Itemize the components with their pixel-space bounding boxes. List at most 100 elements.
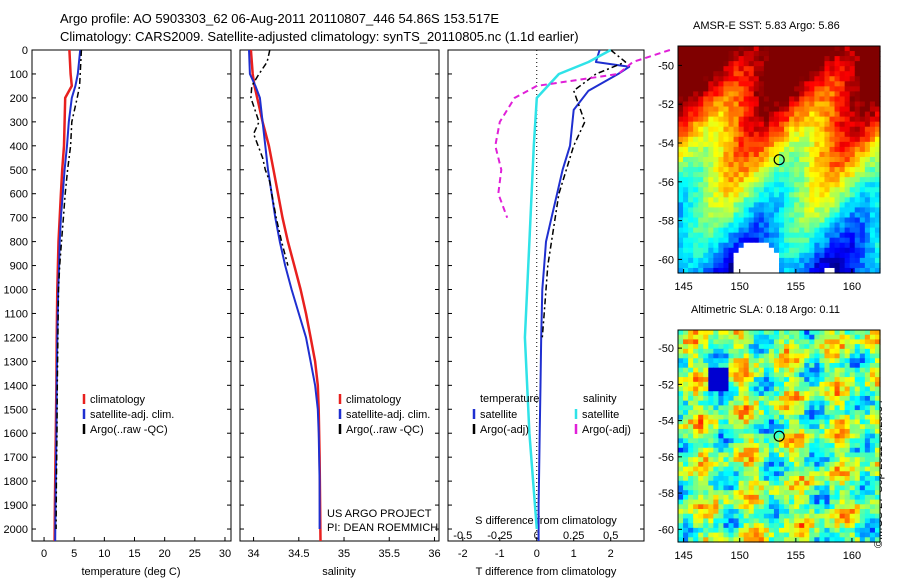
map-cell xyxy=(819,330,826,336)
map-cell xyxy=(698,457,704,463)
map-cell xyxy=(794,182,800,188)
map-cell xyxy=(758,86,765,92)
map-cell xyxy=(758,252,765,259)
map-cell xyxy=(743,466,750,472)
map-cell xyxy=(748,116,755,123)
lon-tick-label: 155 xyxy=(787,550,805,562)
map-cell xyxy=(763,146,770,153)
map-cell xyxy=(723,428,730,435)
map-cell xyxy=(743,353,750,359)
map-cell xyxy=(733,353,740,359)
map-cell xyxy=(698,353,704,359)
map-cell xyxy=(849,262,856,269)
map-cell xyxy=(748,339,755,345)
map-cell xyxy=(733,106,740,113)
map-cell xyxy=(804,187,810,193)
map-cell xyxy=(854,242,861,249)
map-cell xyxy=(703,334,709,341)
map-cell xyxy=(738,513,745,520)
map-cell xyxy=(834,414,841,421)
map-cell xyxy=(683,457,689,463)
map-cell xyxy=(703,485,709,491)
map-cell xyxy=(683,523,689,529)
map-cell xyxy=(678,257,684,264)
map-cell xyxy=(743,121,750,128)
map-cell xyxy=(794,523,800,529)
map-cell xyxy=(683,232,689,239)
map-cell xyxy=(693,386,699,392)
x-tick-label: 0 xyxy=(534,548,540,560)
map-cell xyxy=(773,344,780,350)
map-cell xyxy=(804,372,810,378)
map-cell xyxy=(779,126,785,133)
map-cell xyxy=(874,267,881,274)
map-cell xyxy=(784,192,790,198)
map-cell xyxy=(849,106,856,113)
map-cell xyxy=(753,81,760,87)
map-cell xyxy=(708,367,714,373)
map-cell xyxy=(859,162,866,168)
map-cell xyxy=(779,339,785,345)
map-cell xyxy=(869,362,876,369)
map-cell xyxy=(849,121,856,128)
map-cell xyxy=(773,146,780,153)
map-cell xyxy=(864,227,871,234)
map-cell xyxy=(864,362,871,369)
map-cell xyxy=(723,461,730,468)
map-cell xyxy=(854,447,861,454)
map-cell xyxy=(703,96,709,103)
map-cell xyxy=(758,518,765,524)
map-cell xyxy=(814,197,820,203)
map-cell xyxy=(703,222,709,229)
map-cell xyxy=(708,177,714,183)
map-cell xyxy=(854,217,861,224)
map-cell xyxy=(844,348,851,355)
map-cell xyxy=(859,237,866,244)
map-cell xyxy=(693,428,699,435)
map-cell xyxy=(854,177,861,183)
map-cell xyxy=(683,410,689,416)
map-cell xyxy=(758,51,765,57)
map-cell xyxy=(678,227,684,234)
map-cell xyxy=(799,151,805,158)
map-cell xyxy=(693,381,699,388)
map-cell xyxy=(758,344,765,350)
map-cell xyxy=(728,182,735,188)
map-cell xyxy=(799,167,805,173)
map-cell xyxy=(784,362,790,369)
map-cell xyxy=(683,76,689,82)
map-cell xyxy=(738,410,745,416)
map-cell xyxy=(758,96,765,103)
map-cell xyxy=(844,51,851,57)
map-cell xyxy=(854,532,861,538)
map-cell xyxy=(789,362,795,369)
map-cell xyxy=(794,192,800,198)
map-cell xyxy=(814,386,820,392)
map-cell xyxy=(768,419,775,425)
map-cell xyxy=(748,156,755,163)
map-cell xyxy=(728,247,735,254)
map-cell xyxy=(859,438,866,444)
map-cell xyxy=(874,86,881,92)
map-cell xyxy=(819,262,826,269)
map-cell xyxy=(713,499,719,505)
map-cell xyxy=(814,121,820,128)
map-cell xyxy=(758,362,765,369)
map-cell xyxy=(738,428,745,435)
map-cell xyxy=(768,252,775,259)
map-cell xyxy=(799,46,805,52)
map-cell xyxy=(794,433,800,439)
map-cell xyxy=(834,480,841,487)
map-cell xyxy=(763,414,770,421)
map-cell xyxy=(869,202,876,209)
map-cell xyxy=(703,56,709,62)
map-cell xyxy=(748,400,755,406)
map-cell xyxy=(753,172,760,178)
map-cell xyxy=(773,51,780,57)
map-cell xyxy=(849,424,856,430)
map-cell xyxy=(804,91,810,98)
map-cell xyxy=(728,46,735,52)
map-cell xyxy=(839,499,846,505)
map-cell xyxy=(758,101,765,108)
map-cell xyxy=(768,334,775,341)
